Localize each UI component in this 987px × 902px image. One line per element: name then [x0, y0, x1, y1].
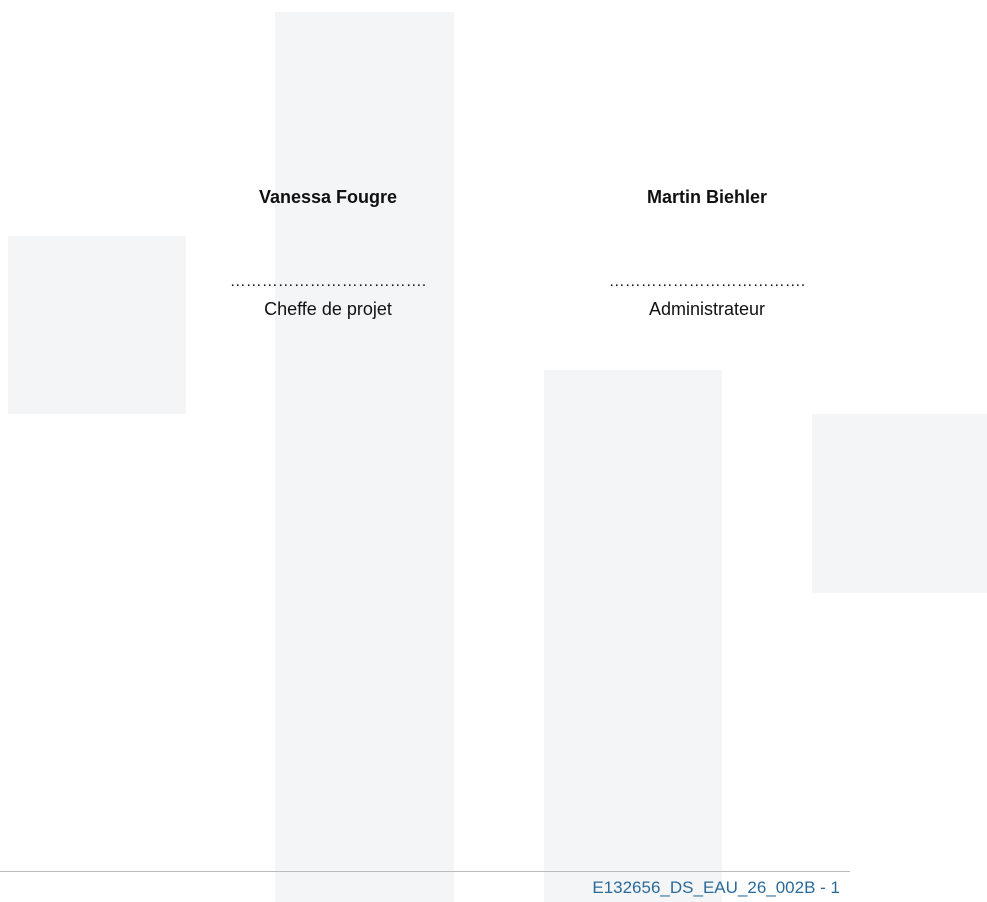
footer-reference: E132656_DS_EAU_26_002B - 1	[592, 878, 840, 897]
signer-name: Martin Biehler	[646, 187, 768, 207]
background-block	[8, 236, 186, 414]
background-block	[812, 414, 987, 593]
signer-name: Vanessa Fougre	[258, 187, 398, 207]
background-block	[275, 12, 454, 902]
signature-line: ……………………………….	[229, 273, 427, 290]
signer-role: Administrateur	[648, 299, 766, 319]
background-block	[544, 370, 722, 902]
signature-line: ……………………………….	[608, 273, 806, 290]
signer-role: Cheffe de projet	[264, 299, 392, 319]
footer-rule	[0, 871, 850, 872]
